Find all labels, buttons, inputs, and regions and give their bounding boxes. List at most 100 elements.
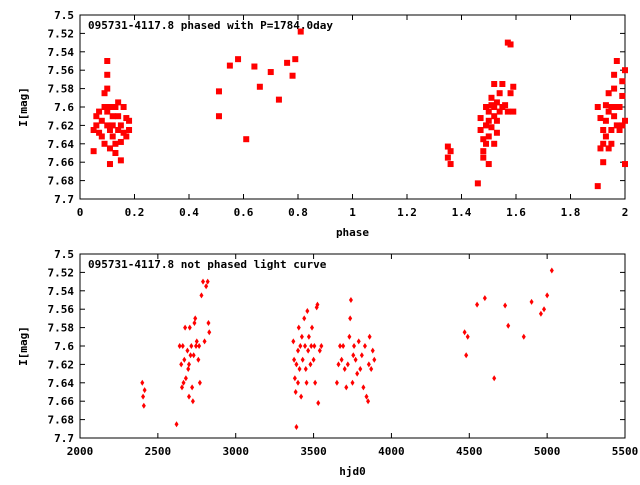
x-tick-label: 0.2: [125, 206, 145, 219]
data-point: [191, 352, 196, 359]
data-point: [192, 320, 197, 326]
data-point: [299, 393, 304, 400]
data-point: [510, 83, 517, 90]
data-point: [491, 104, 498, 110]
data-point: [96, 129, 103, 136]
data-point: [289, 72, 296, 79]
data-point: [296, 324, 301, 331]
data-point: [493, 117, 500, 124]
y-tick-label: 7.52: [48, 27, 75, 40]
data-point: [619, 122, 626, 129]
data-point: [619, 78, 626, 85]
data-point: [348, 315, 353, 322]
data-point: [341, 343, 346, 349]
y-tick-label: 7.58: [48, 322, 75, 335]
data-point: [311, 356, 316, 363]
data-point: [444, 143, 451, 150]
data-point: [292, 56, 299, 63]
y-tick-label: 7.68: [48, 175, 75, 188]
data-point: [485, 133, 492, 140]
data-points: [140, 267, 554, 430]
data-point: [293, 389, 298, 395]
data-point: [93, 113, 100, 120]
data-point: [185, 347, 190, 354]
data-point: [351, 352, 356, 359]
data-point: [183, 324, 188, 331]
chart-title: 095731-4117.8 not phased light curve: [88, 258, 327, 271]
data-point: [292, 356, 297, 363]
data-point: [199, 292, 204, 299]
data-point: [338, 343, 343, 349]
y-tick-label: 7.7: [54, 193, 74, 206]
data-point: [296, 379, 300, 386]
y-tick-label: 7.64: [48, 377, 75, 390]
data-point: [182, 356, 187, 363]
data-point: [319, 343, 324, 349]
data-point: [312, 343, 317, 349]
y-tick-label: 7.56: [48, 64, 75, 77]
data-point: [597, 145, 604, 152]
y-tick-label: 7.6: [54, 101, 74, 114]
data-point: [96, 108, 103, 115]
data-point: [493, 99, 500, 106]
data-point: [465, 333, 470, 340]
data-point: [496, 108, 503, 115]
data-point: [120, 104, 127, 110]
data-point: [204, 283, 209, 290]
data-point: [619, 92, 626, 99]
data-point: [106, 145, 113, 152]
data-point: [488, 94, 495, 101]
data-point: [362, 343, 367, 349]
data-point: [485, 117, 492, 124]
data-point: [444, 154, 451, 161]
x-tick-label: 1: [349, 206, 356, 219]
data-point: [483, 122, 490, 129]
data-point: [358, 366, 363, 372]
data-point: [101, 140, 108, 147]
chart-title: 095731-4117.8 phased with P=1784.0day: [88, 19, 333, 32]
data-point: [303, 343, 308, 349]
data-point: [206, 320, 211, 326]
data-point: [313, 379, 318, 386]
data-point: [106, 161, 113, 168]
data-point: [201, 278, 206, 285]
data-point: [485, 108, 492, 115]
data-point: [600, 127, 607, 133]
data-point: [197, 379, 202, 386]
y-axis-label: I[mag]: [17, 87, 30, 127]
data-point: [507, 90, 514, 97]
data-point: [123, 133, 130, 140]
x-tick-label: 1.2: [397, 206, 417, 219]
x-axis-label: phase: [336, 226, 369, 239]
data-point: [186, 366, 191, 372]
plot-panel-1: 0 0.2 0.4 0.6 0.8 1 1.2 1.4 1.6 1.8 2 7.5 7.52 7.54 7.…: [17, 9, 628, 239]
data-point: [600, 140, 607, 147]
data-point: [488, 124, 495, 131]
data-point: [353, 356, 358, 363]
x-tick-label: 2500: [145, 445, 172, 458]
x-axis-label: hjd0: [339, 465, 366, 478]
data-point: [616, 104, 623, 110]
data-point: [605, 90, 612, 97]
data-point: [291, 338, 296, 345]
plot-panel-2: 2000 2500 3000 3500 4000 4500 5000 5500 7.5 7.52 7…: [17, 248, 638, 478]
data-point: [521, 333, 526, 340]
data-point: [477, 115, 484, 122]
y-tick-label: 7.5: [54, 9, 74, 22]
x-tick-label: 0.6: [234, 206, 254, 219]
data-point: [474, 180, 481, 187]
data-point: [334, 379, 339, 386]
data-point: [345, 361, 350, 368]
data-point: [179, 361, 184, 368]
data-point: [347, 333, 352, 340]
data-point: [477, 127, 484, 133]
data-point: [464, 352, 469, 359]
data-point: [502, 102, 509, 109]
data-point: [308, 361, 313, 368]
data-point: [193, 315, 198, 322]
data-point: [496, 90, 503, 97]
data-point: [305, 308, 310, 315]
plot-frame: [79, 14, 626, 200]
data-point: [302, 315, 307, 322]
